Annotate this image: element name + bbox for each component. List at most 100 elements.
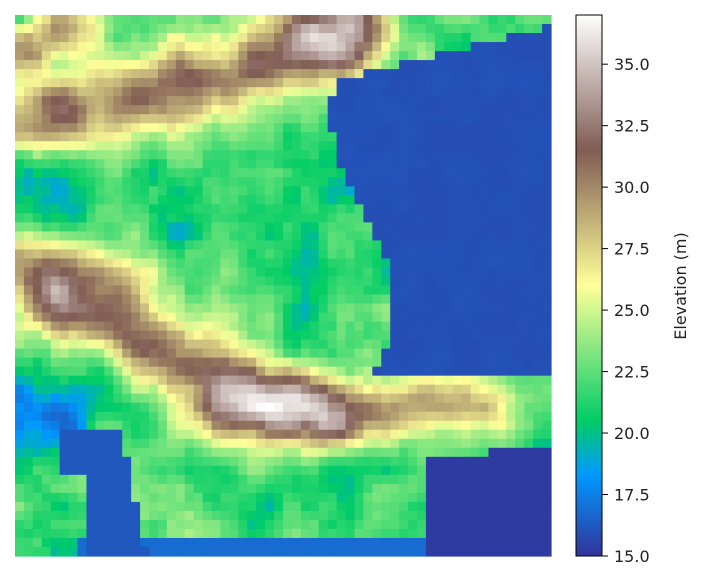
heatmap-cell bbox=[50, 465, 61, 476]
heatmap-cell bbox=[336, 312, 347, 323]
heatmap-cell bbox=[542, 213, 552, 223]
heatmap-cell bbox=[175, 348, 186, 359]
heatmap-cell bbox=[15, 402, 25, 413]
heatmap-cell bbox=[515, 528, 525, 539]
heatmap-cell bbox=[50, 402, 61, 413]
heatmap-cell bbox=[354, 420, 364, 431]
heatmap-cell bbox=[184, 294, 195, 305]
heatmap-cell bbox=[479, 222, 490, 232]
heatmap-cell bbox=[452, 123, 463, 133]
heatmap-cell bbox=[533, 285, 543, 296]
heatmap-cell bbox=[318, 312, 329, 323]
heatmap-cell bbox=[461, 141, 472, 151]
heatmap-cell bbox=[425, 96, 436, 106]
heatmap-cell bbox=[256, 483, 266, 494]
heatmap-cell bbox=[131, 159, 141, 169]
heatmap-cell bbox=[202, 231, 213, 242]
heatmap-cell bbox=[274, 123, 284, 133]
heatmap-cell bbox=[202, 69, 213, 79]
heatmap-cell bbox=[372, 366, 382, 377]
heatmap-cell bbox=[238, 312, 248, 323]
heatmap-cell bbox=[488, 303, 498, 314]
heatmap-cell bbox=[23, 24, 34, 34]
heatmap-cell bbox=[104, 231, 114, 242]
heatmap-cell bbox=[166, 447, 177, 458]
heatmap-cell bbox=[41, 393, 52, 404]
heatmap-cell bbox=[425, 429, 436, 440]
heatmap-cell bbox=[327, 492, 338, 503]
heatmap-cell bbox=[318, 339, 329, 350]
heatmap-cell bbox=[300, 312, 311, 323]
heatmap-cell bbox=[131, 348, 141, 359]
heatmap-cell bbox=[363, 240, 373, 251]
heatmap-cell bbox=[68, 159, 79, 169]
heatmap-cell bbox=[417, 402, 427, 413]
heatmap-cell bbox=[291, 537, 302, 548]
heatmap-cell bbox=[417, 465, 427, 476]
heatmap-cell bbox=[461, 69, 472, 79]
heatmap-cell bbox=[220, 87, 230, 97]
heatmap-cell bbox=[318, 33, 329, 43]
heatmap-cell bbox=[41, 528, 52, 539]
heatmap-cell bbox=[256, 393, 266, 404]
heatmap-cell bbox=[59, 141, 70, 151]
heatmap-cell bbox=[434, 240, 445, 251]
heatmap-cell bbox=[140, 123, 150, 133]
heatmap-cell bbox=[202, 492, 213, 503]
heatmap-cell bbox=[23, 96, 34, 106]
heatmap-cell bbox=[363, 420, 373, 431]
heatmap-cell bbox=[68, 150, 79, 160]
heatmap-cell bbox=[488, 312, 498, 323]
heatmap-cell bbox=[291, 195, 302, 205]
heatmap-cell bbox=[274, 546, 284, 557]
heatmap-cell bbox=[86, 519, 96, 530]
heatmap-cell bbox=[68, 384, 79, 395]
heatmap-cell bbox=[417, 411, 427, 422]
heatmap-cell bbox=[229, 456, 239, 467]
heatmap-cell bbox=[533, 78, 543, 88]
heatmap-cell bbox=[524, 186, 534, 196]
heatmap-cell bbox=[41, 339, 52, 350]
heatmap-cell bbox=[50, 483, 61, 494]
heatmap-cell bbox=[184, 492, 195, 503]
heatmap-cell bbox=[265, 447, 275, 458]
heatmap-cell bbox=[452, 492, 463, 503]
heatmap-cell bbox=[345, 483, 356, 494]
heatmap-cell bbox=[390, 186, 400, 196]
heatmap-cell bbox=[15, 168, 25, 178]
heatmap-cell bbox=[256, 510, 266, 521]
heatmap-cell bbox=[95, 312, 105, 323]
heatmap-cell bbox=[533, 123, 543, 133]
heatmap-cell bbox=[318, 87, 329, 97]
heatmap-cell bbox=[497, 411, 507, 422]
heatmap-cell bbox=[497, 105, 507, 115]
heatmap-cell bbox=[461, 285, 472, 296]
heatmap-cell bbox=[309, 438, 320, 449]
heatmap-cell bbox=[202, 438, 213, 449]
heatmap-cell bbox=[104, 546, 114, 557]
heatmap-cell bbox=[238, 141, 248, 151]
heatmap-cell bbox=[59, 510, 70, 521]
heatmap-cell bbox=[238, 276, 248, 287]
heatmap-cell bbox=[497, 537, 507, 548]
heatmap-cell bbox=[327, 483, 338, 494]
heatmap-cell bbox=[291, 366, 302, 377]
heatmap-cell bbox=[131, 267, 141, 278]
heatmap-cell bbox=[479, 348, 490, 359]
heatmap-cell bbox=[461, 492, 472, 503]
heatmap-cell bbox=[524, 204, 534, 214]
heatmap-cell bbox=[318, 267, 329, 278]
heatmap-cell bbox=[408, 393, 418, 404]
heatmap-cell bbox=[434, 123, 445, 133]
heatmap-cell bbox=[336, 537, 347, 548]
heatmap-cell bbox=[122, 510, 132, 521]
heatmap-cell bbox=[372, 168, 382, 178]
heatmap-cell bbox=[363, 312, 373, 323]
heatmap-cell bbox=[229, 420, 239, 431]
heatmap-cell bbox=[542, 132, 552, 142]
heatmap-cell bbox=[265, 96, 275, 106]
heatmap-cell bbox=[220, 447, 230, 458]
heatmap-cell bbox=[247, 240, 257, 251]
heatmap-cell bbox=[452, 105, 463, 115]
heatmap-cell bbox=[59, 483, 70, 494]
